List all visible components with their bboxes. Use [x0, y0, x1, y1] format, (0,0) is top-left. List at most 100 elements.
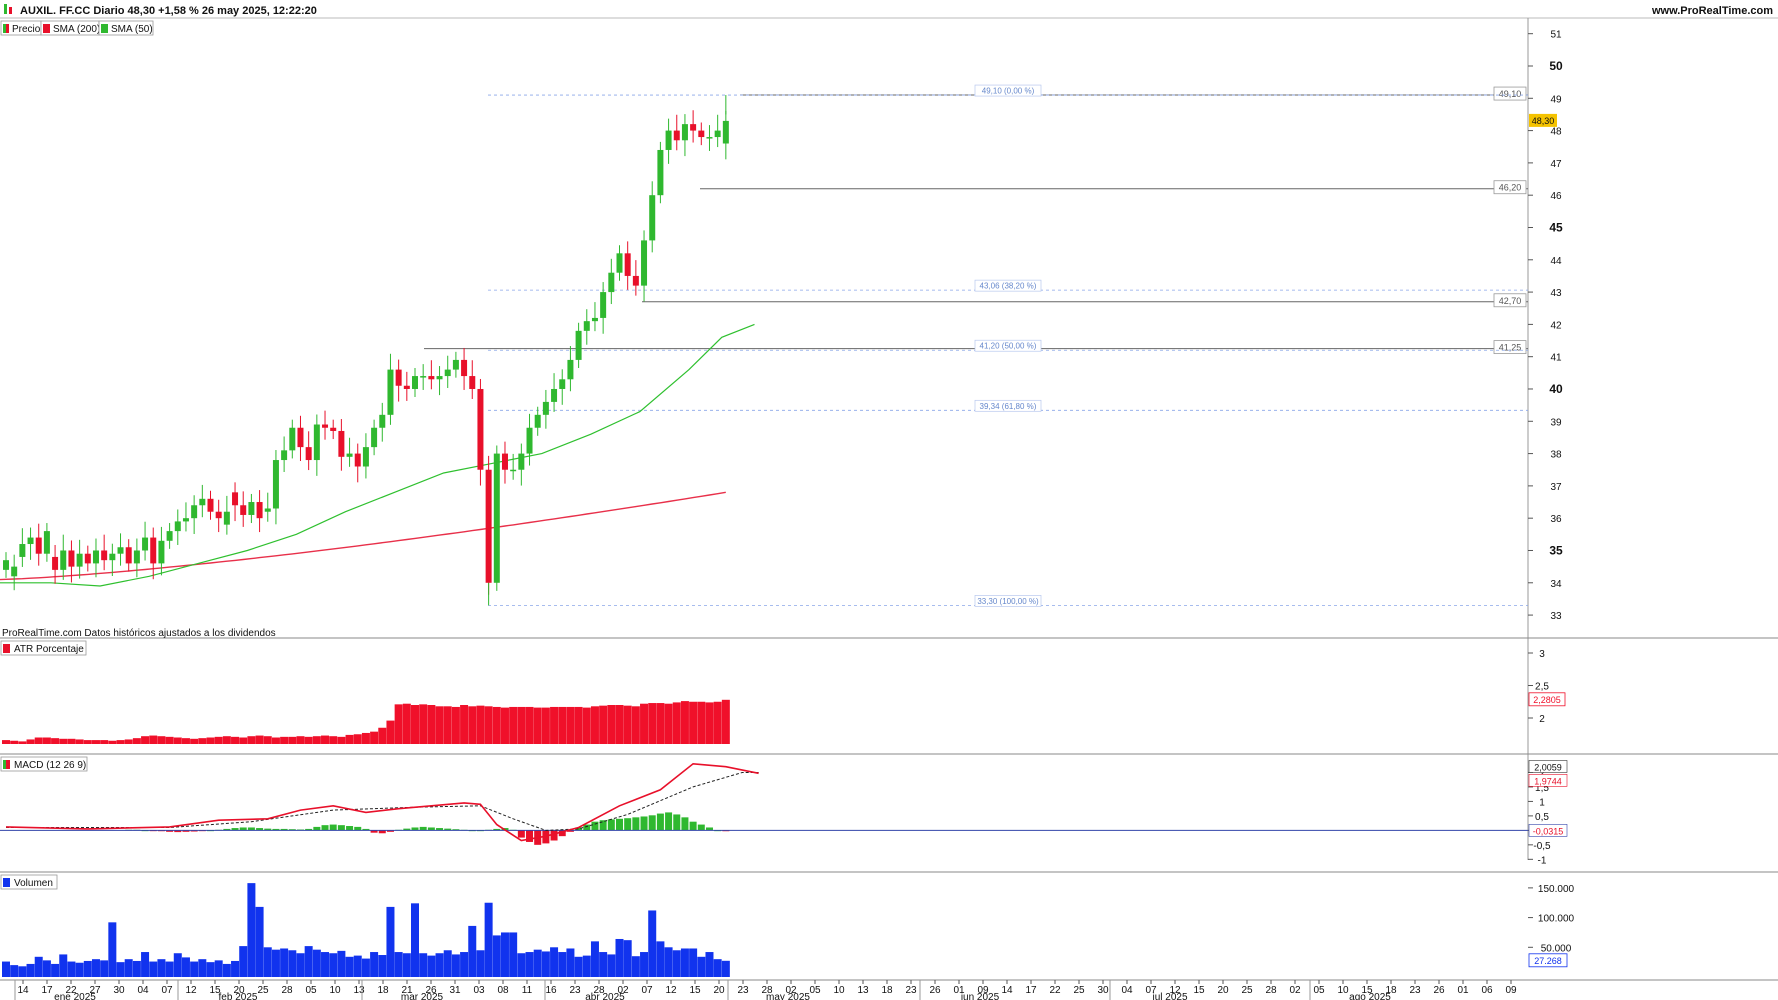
day-tick-label: 31 [449, 985, 461, 996]
volume-bar [51, 963, 60, 977]
volume-bar [689, 948, 698, 977]
atr-bar [541, 707, 550, 744]
atr-bar [329, 736, 338, 744]
candle-up [567, 359, 574, 380]
day-tick-label: 25 [1241, 985, 1253, 996]
candle-up [371, 427, 378, 448]
candle-up [526, 427, 533, 454]
volume-bar [525, 952, 534, 977]
price-tick-label: 40 [1549, 382, 1563, 396]
atr-bar [26, 739, 35, 744]
volume-bar [713, 959, 722, 977]
candle-down [469, 376, 476, 389]
atr-bar [263, 736, 272, 744]
legend-swatch-price [3, 24, 6, 33]
volume-bar [132, 960, 141, 977]
macd-histogram-bar [239, 827, 247, 831]
atr-bar [419, 704, 428, 744]
candle-down [52, 556, 59, 570]
fibonacci-label: 49,10 (0,00 %) [982, 87, 1035, 96]
atr-bar [59, 738, 68, 744]
volume-bar [329, 953, 338, 977]
price-axis: 33 34 35 36 37 38 39 40 41 42 43 44 45 46 47 48 49 50 51 48… [1528, 30, 1563, 622]
candle-up [444, 369, 451, 377]
price-tick-label: 46 [1550, 191, 1562, 202]
macd-histogram-bar [370, 830, 378, 833]
volume-tick-label: 150.000 [1538, 884, 1575, 895]
day-tick-label: 02 [785, 985, 797, 996]
price-tick-label: 33 [1550, 611, 1562, 622]
day-tick-label: 12 [185, 985, 197, 996]
volume-bar [607, 954, 616, 977]
candle-down [690, 124, 697, 131]
day-tick-label: 23 [737, 985, 749, 996]
day-tick-label: 15 [209, 985, 221, 996]
atr-tick-label: 2,5 [1535, 682, 1549, 693]
macd-histogram-bar [616, 818, 623, 831]
candle-down [101, 550, 108, 561]
atr-bar [705, 702, 714, 744]
day-tick-label: 11 [522, 985, 533, 996]
volume-tick-label: 50.000 [1541, 943, 1572, 954]
day-tick-label: 09 [977, 985, 989, 996]
candle-down [240, 505, 247, 515]
volume-bar [83, 960, 92, 977]
legend-swatch-sma50 [101, 24, 108, 33]
candle-up [281, 450, 288, 461]
volume-bar [10, 965, 19, 977]
time-axis: 14 17 22 27 30 04 07 12 15 20 25 28 05 10 13 18 21 26 31 03… [14, 980, 1517, 1000]
legend-label-price: Precio [12, 24, 41, 35]
day-tick-label: 10 [833, 985, 845, 996]
volume-bar [75, 962, 84, 977]
day-tick-label: 01 [953, 985, 965, 996]
atr-tick-label: 2 [1539, 714, 1545, 725]
price-tick-label: 48 [1550, 127, 1562, 138]
volume-bar [705, 952, 714, 977]
atr-bar [141, 736, 150, 744]
day-tick-label: 26 [929, 985, 941, 996]
atr-bar [574, 706, 583, 744]
macd-histogram-bar [681, 817, 689, 831]
candle-up [681, 124, 688, 141]
volume-bar [648, 910, 657, 977]
day-tick-label: 09 [1505, 985, 1517, 996]
day-tick-label: 23 [1409, 985, 1421, 996]
day-tick-label: 20 [1217, 985, 1229, 996]
candle-up [436, 376, 443, 380]
candle-down [330, 427, 337, 431]
candle-up [182, 518, 189, 522]
price-candles [3, 95, 729, 606]
macd-lines [0, 762, 1528, 845]
month-label: feb 2025 [219, 992, 258, 1000]
volume-axis: 150.000 100.000 50.000 27.268 [1528, 884, 1575, 968]
candle-up [133, 550, 140, 564]
candle-up [223, 511, 230, 525]
atr-bar [721, 699, 730, 744]
atr-bar [484, 706, 493, 744]
volume-value-tag [1528, 953, 1568, 968]
volume-bar [582, 955, 591, 977]
candle-up [608, 272, 615, 293]
atr-bar [435, 706, 444, 744]
fibonacci-tag-box [974, 279, 1042, 292]
day-tick-label: 03 [473, 985, 485, 996]
macd-title: MACD (12 26 9) [14, 760, 86, 771]
day-tick-label: 23 [905, 985, 917, 996]
volume-bar [664, 947, 673, 977]
atr-bar [713, 701, 722, 744]
atr-bars [2, 699, 730, 744]
atr-bar [255, 735, 264, 744]
atr-bar [18, 741, 27, 744]
volume-bar [721, 960, 730, 977]
macd-histogram-bar [591, 821, 599, 831]
atr-bar [198, 738, 207, 744]
atr-legend: ATR Porcentaje [0, 640, 87, 656]
macd-histogram-bar [665, 812, 673, 831]
fibonacci-tag-box [974, 339, 1042, 352]
legend-label-sma200: SMA (200) [53, 24, 100, 35]
volume-legend: Volumen [0, 874, 58, 890]
atr-bar [411, 705, 419, 744]
macd-histogram-bar [231, 828, 239, 831]
site-link[interactable]: www.ProRealTime.com [1651, 5, 1773, 17]
